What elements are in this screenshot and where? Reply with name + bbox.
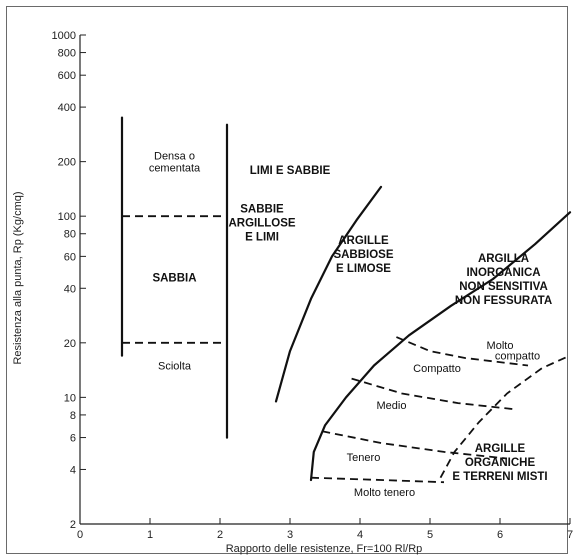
region-label-line: E LIMOSE <box>336 263 391 275</box>
region-label: Medio <box>377 400 407 412</box>
dashed-boundary-line <box>322 430 508 460</box>
region-label-line: Densa o <box>154 151 195 163</box>
y-tick-label: 600 <box>58 70 76 82</box>
x-tick-label: 7 <box>567 529 573 541</box>
y-tick-label: 60 <box>64 251 76 263</box>
region-label: Molto tenero <box>354 487 415 499</box>
region-label: compatto <box>495 351 540 363</box>
chart-frame <box>6 6 568 554</box>
region-label-line: cementata <box>149 163 201 175</box>
region-label-line: INORGANICA <box>466 267 540 279</box>
region-label-line: Medio <box>377 400 407 412</box>
y-tick-label: 200 <box>58 157 76 169</box>
y-axis-label: Resistenza alla punta, Rp (Kg/cmq) <box>12 191 24 364</box>
region-label: LIMI E SABBIE <box>250 165 331 177</box>
region-label: Compatto <box>413 363 461 375</box>
x-tick-label: 4 <box>357 529 363 541</box>
x-tick-label: 2 <box>217 529 223 541</box>
region-label: SABBIA <box>152 272 196 284</box>
y-tick-label: 1000 <box>52 30 76 42</box>
y-tick-label: 100 <box>58 211 76 223</box>
region-label-line: E TERRENI MISTI <box>452 471 547 483</box>
region-label: Tenero <box>347 452 381 464</box>
x-tick-label: 0 <box>77 529 83 541</box>
region-label-line: SABBIOSE <box>333 249 393 261</box>
y-tick-label: 40 <box>64 283 76 295</box>
region-label-line: ARGILLA <box>478 253 529 265</box>
region-label: SABBIE ARGILLOSE E LIMI <box>228 204 295 244</box>
y-tick-label: 800 <box>58 48 76 60</box>
region-label: Densa o cementata <box>149 151 201 175</box>
dashed-boundary-line <box>396 336 529 367</box>
solid-boundary-line <box>309 211 572 482</box>
region-label-line: compatto <box>495 351 540 363</box>
x-tick-label: 1 <box>147 529 153 541</box>
axes: 2 4 6 8 10 20 40 60 80 100 200 400 600 800 1000 0 1 2 3 4 5 6… <box>52 30 574 541</box>
y-tick-label: 80 <box>64 229 76 241</box>
dashed-boundary-line <box>439 354 571 479</box>
y-tick-label: 8 <box>70 410 76 422</box>
region-label: ARGILLA INORGANICA NON SENSITIVA NON FESSUR… <box>455 253 552 307</box>
x-tick-label: 6 <box>497 529 503 541</box>
y-tick-label: 10 <box>64 392 76 404</box>
region-label-line: Compatto <box>413 363 461 375</box>
y-tick-label: 4 <box>70 464 76 476</box>
region-label-line: ARGILLE <box>475 443 526 455</box>
dashed-boundary-line <box>351 377 515 411</box>
region-label-line: Molto <box>487 340 514 352</box>
region-label-line: Tenero <box>347 452 381 464</box>
x-tick-label: 5 <box>427 529 433 541</box>
y-tick-label: 6 <box>70 433 76 445</box>
region-label-line: SABBIA <box>152 272 196 284</box>
region-label-line: LIMI E SABBIE <box>250 165 331 177</box>
region-label-line: Sciolta <box>158 360 192 372</box>
region-label-line: ARGILLE <box>338 235 389 247</box>
y-tick-label: 400 <box>58 102 76 114</box>
boundary-lines <box>120 116 572 484</box>
region-label: Sciolta <box>158 360 192 372</box>
region-label-line: NON SENSITIVA <box>459 281 548 293</box>
dashed-boundary-line <box>310 476 445 484</box>
region-label: ARGILLE ORGANICHE E TERRENI MISTI <box>452 443 547 483</box>
region-label: Molto <box>487 340 514 352</box>
solid-boundary-line <box>274 185 383 403</box>
y-tick-label: 20 <box>64 338 76 350</box>
region-label: ARGILLE SABBIOSE E LIMOSE <box>333 235 393 275</box>
x-tick-label: 3 <box>287 529 293 541</box>
region-label-line: E LIMI <box>245 232 279 244</box>
x-axis-label: Rapporto delle resistenze, Fr=100 Rl/Rp <box>226 543 423 555</box>
y-tick-label: 2 <box>70 519 76 531</box>
region-label-line: ARGILLOSE <box>228 218 295 230</box>
region-label-line: Molto tenero <box>354 487 415 499</box>
region-labels: Densa o cementata SABBIA Sciolta LIMI E SABB… <box>149 151 552 499</box>
region-label-line: ORGANICHE <box>465 457 536 469</box>
region-label-line: SABBIE <box>240 204 284 216</box>
region-label-line: NON FESSURATA <box>455 295 552 307</box>
